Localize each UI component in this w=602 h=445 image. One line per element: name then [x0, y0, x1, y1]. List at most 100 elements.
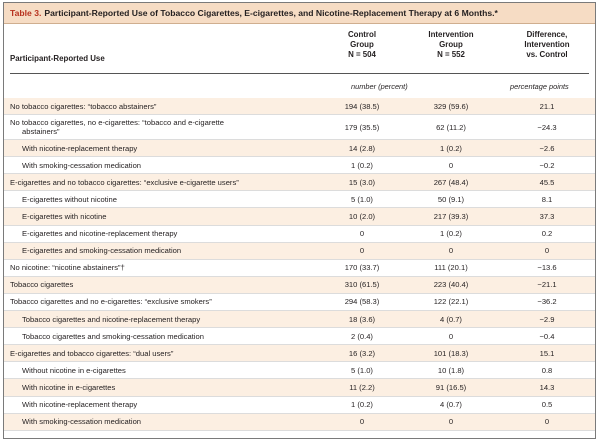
control-cell: 1 (0.2) [351, 400, 373, 410]
intervention-cell: 91 (16.5) [435, 382, 467, 392]
row-label: With nicotine-replacement therapy [22, 143, 138, 153]
table-label: Table 3. [10, 8, 42, 18]
difference-cell: −24.3 [537, 122, 557, 132]
table-row: Tobacco cigarettes and no e-cigarettes: … [4, 294, 595, 312]
difference-cell: −21.1 [537, 280, 557, 290]
difference-cell: 45.5 [539, 177, 555, 187]
intervention-cell: 329 (59.6) [433, 101, 469, 111]
difference-cell: 0 [544, 417, 550, 427]
control-cell: 5 (1.0) [351, 365, 373, 375]
intervention-cell: 10 (1.8) [437, 365, 465, 375]
intervention-cell: 217 (39.3) [433, 212, 469, 222]
intervention-cell: 1 (0.2) [440, 143, 462, 153]
table-title-bar: Table 3. Participant-Reported Use of Tob… [4, 3, 595, 24]
table-row: E-cigarettes and no tobacco cigarettes: … [4, 174, 595, 192]
column-header-difference: Difference, Intervention vs. Control [524, 30, 570, 59]
control-cell: 0 [359, 229, 365, 239]
intervention-cell: 4 (0.7) [440, 400, 462, 410]
table-row: No tobacco cigarettes: “tobacco abstaine… [4, 98, 595, 116]
row-label: Tobacco cigarettes and no e-cigarettes: … [10, 297, 212, 307]
units-row: number (percent) percentage points [4, 74, 595, 98]
row-label: No tobacco cigarettes: “tobacco abstaine… [10, 101, 157, 111]
row-label: Tobacco cigarettes and smoking-cessation… [22, 331, 204, 341]
column-header-control: Control Group N = 504 [347, 30, 377, 59]
table-row: With nicotine-replacement therapy 14 (2.8… [4, 140, 595, 158]
intervention-cell: 267 (48.4) [433, 177, 469, 187]
control-cell: 179 (35.5) [344, 122, 380, 132]
intervention-cell: 1 (0.2) [440, 229, 462, 239]
control-cell: 294 (58.3) [344, 297, 380, 307]
table-row: Without nicotine in e-cigarettes 5 (1.0) 1… [4, 362, 595, 380]
table-row: With smoking-cessation medication 0 0 0 [4, 413, 595, 431]
row-label: E-cigarettes with nicotine [22, 212, 107, 222]
table-row: With nicotine in e-cigarettes 11 (2.2) 91 … [4, 379, 595, 397]
difference-cell: 0.5 [541, 400, 553, 410]
table-row: E-cigarettes without nicotine 5 (1.0) 50 (… [4, 191, 595, 209]
intervention-cell: 101 (18.3) [433, 348, 469, 358]
control-cell: 0 [359, 417, 365, 427]
difference-cell: 0.2 [541, 229, 553, 239]
table-row: Tobacco cigarettes and smoking-cessation… [4, 328, 595, 346]
control-cell: 2 (0.4) [351, 331, 373, 341]
control-cell: 15 (3.0) [348, 177, 376, 187]
difference-cell: 15.1 [539, 348, 555, 358]
control-cell: 1 (0.2) [351, 160, 373, 170]
row-header: Participant-Reported Use [10, 54, 105, 63]
table-row: Tobacco cigarettes 310 (61.5) 223 (40.4) −2… [4, 276, 595, 294]
row-label: With smoking-cessation medication [22, 417, 142, 427]
table-row: No nicotine: “nicotine abstainers”† 170 (… [4, 260, 595, 277]
row-label: With nicotine in e-cigarettes [22, 382, 116, 392]
table-row: Tobacco cigarettes and nicotine-replacem… [4, 311, 595, 329]
difference-cell: 8.1 [541, 194, 553, 204]
header-rule [10, 73, 589, 74]
units-counts: number (percent) [351, 81, 408, 91]
intervention-cell: 122 (22.1) [433, 297, 469, 307]
difference-cell: −0.2 [539, 160, 555, 170]
difference-cell: 21.1 [539, 101, 555, 111]
intervention-cell: 0 [448, 246, 454, 256]
intervention-cell: 0 [448, 331, 454, 341]
table-row: E-cigarettes and nicotine-replacement th… [4, 226, 595, 243]
intervention-cell: 223 (40.4) [433, 280, 469, 290]
row-label: E-cigarettes and smoking-cessation medic… [22, 246, 182, 256]
table-row: E-cigarettes with nicotine 10 (2.0) 217 (3… [4, 208, 595, 226]
row-label: With smoking-cessation medication [22, 160, 142, 170]
row-label: E-cigarettes and nicotine-replacement th… [22, 229, 178, 239]
intervention-cell: 62 (11.2) [436, 122, 466, 132]
control-cell: 11 (2.2) [349, 382, 375, 392]
control-cell: 310 (61.5) [344, 280, 380, 290]
row-label: E-cigarettes and tobacco cigarettes: “du… [10, 348, 174, 358]
control-cell: 18 (3.6) [348, 314, 376, 324]
control-cell: 16 (3.2) [348, 348, 376, 358]
units-diff: percentage points [510, 81, 569, 91]
difference-cell: −2.6 [539, 143, 555, 153]
column-header-intervention: Intervention Group N = 552 [428, 30, 474, 59]
table-frame: Table 3. Participant-Reported Use of Tob… [3, 2, 596, 439]
row-label: Without nicotine in e-cigarettes [22, 365, 126, 375]
row-label: Tobacco cigarettes and nicotine-replacem… [22, 314, 201, 324]
difference-cell: −0.4 [539, 331, 555, 341]
difference-cell: −36.2 [537, 297, 557, 307]
control-cell: 14 (2.8) [348, 143, 376, 153]
table-title: Participant-Reported Use of Tobacco Ciga… [44, 8, 498, 18]
row-label: E-cigarettes and no tobacco cigarettes: … [10, 177, 239, 187]
table-row: E-cigarettes and tobacco cigarettes: “du… [4, 345, 595, 363]
row-label: No tobacco cigarettes, no e-cigarettes: … [10, 118, 225, 137]
intervention-cell: 0 [448, 417, 454, 427]
row-label: E-cigarettes without nicotine [22, 194, 117, 204]
table-row: No tobacco cigarettes, no e-cigarettes: … [4, 115, 595, 141]
control-cell: 170 (33.7) [344, 263, 380, 273]
table-body: No tobacco cigarettes: “tobacco abstaine… [4, 98, 595, 431]
control-cell: 5 (1.0) [351, 194, 373, 204]
control-cell: 194 (38.5) [344, 101, 380, 111]
intervention-cell: 0 [448, 160, 454, 170]
difference-cell: 0.8 [541, 365, 553, 375]
control-cell: 10 (2.0) [348, 212, 376, 222]
table-header: Participant-Reported Use Control Group N… [4, 24, 595, 74]
row-label: No nicotine: “nicotine abstainers”† [10, 263, 125, 273]
intervention-cell: 111 (20.1) [434, 263, 468, 273]
difference-cell: −2.9 [539, 314, 555, 324]
intervention-cell: 50 (9.1) [437, 194, 465, 204]
difference-cell: 37.3 [539, 212, 555, 222]
difference-cell: 14.3 [539, 382, 555, 392]
